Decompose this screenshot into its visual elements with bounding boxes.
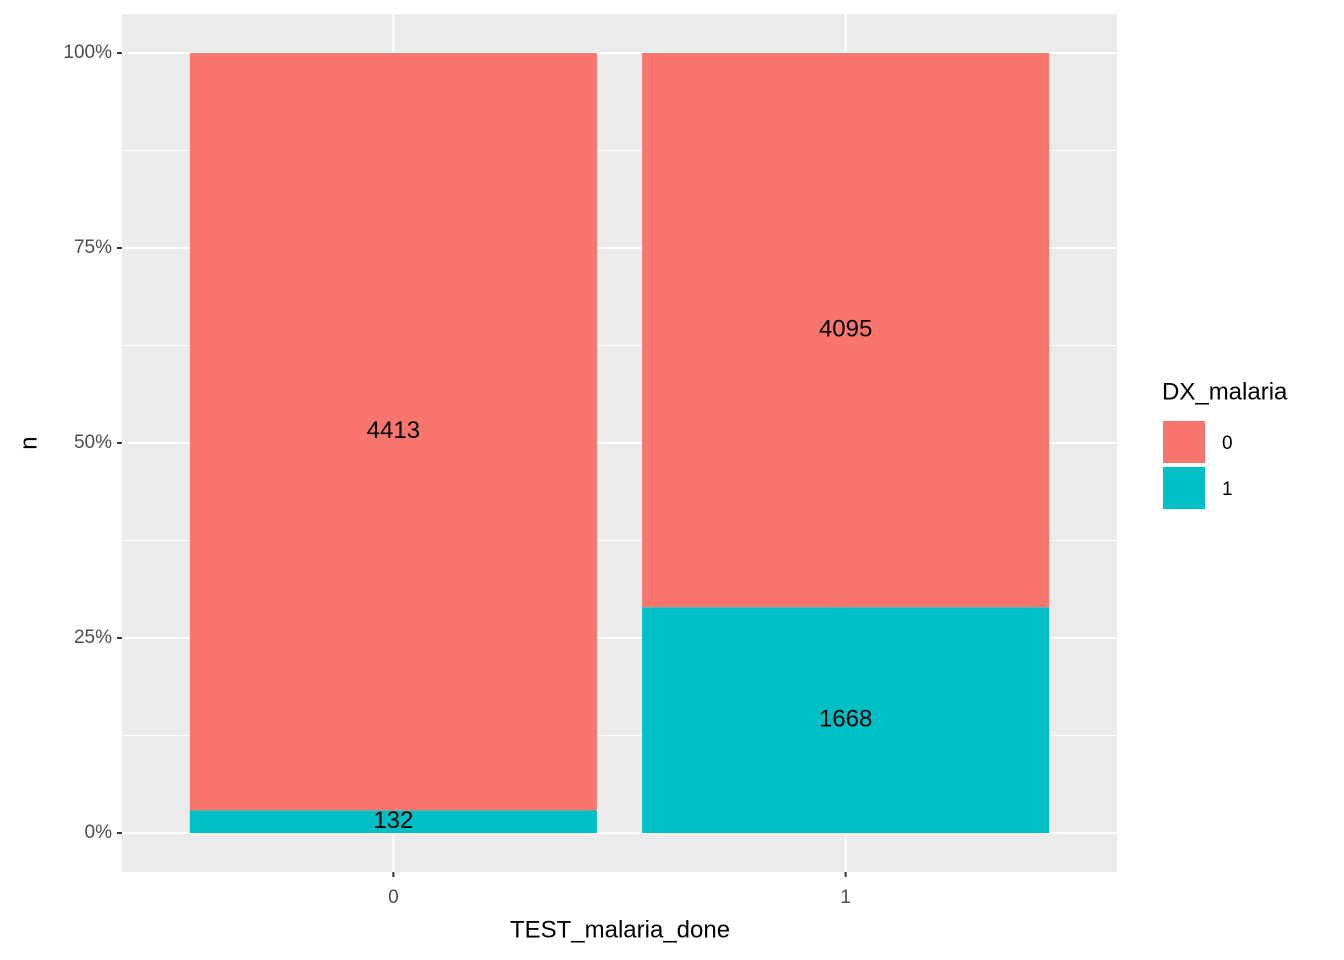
bar-segment xyxy=(642,607,1050,833)
x-tick-label: 0 xyxy=(388,887,399,908)
y-tick-label: 50% xyxy=(74,432,112,453)
x-axis-title: TEST_malaria_done xyxy=(510,916,730,943)
legend-label: 1 xyxy=(1222,479,1233,500)
legend-title: DX_malaria xyxy=(1162,378,1288,405)
legend-key xyxy=(1163,467,1205,509)
y-tick-label: 100% xyxy=(63,42,112,63)
data-label: 132 xyxy=(373,807,413,834)
y-axis-title: n xyxy=(15,436,42,449)
y-tick-label: 0% xyxy=(85,822,113,843)
x-tick-label: 1 xyxy=(840,887,851,908)
legend-label: 0 xyxy=(1222,433,1233,454)
bar-segment xyxy=(189,810,597,833)
bar-segment xyxy=(189,53,597,811)
y-tick-label: 25% xyxy=(74,627,112,648)
data-label: 1668 xyxy=(819,705,872,732)
y-tick-label: 75% xyxy=(74,237,112,258)
legend-key xyxy=(1163,421,1205,463)
bar-segment xyxy=(642,53,1050,608)
data-label: 4413 xyxy=(367,417,420,444)
data-label: 4095 xyxy=(819,315,872,342)
